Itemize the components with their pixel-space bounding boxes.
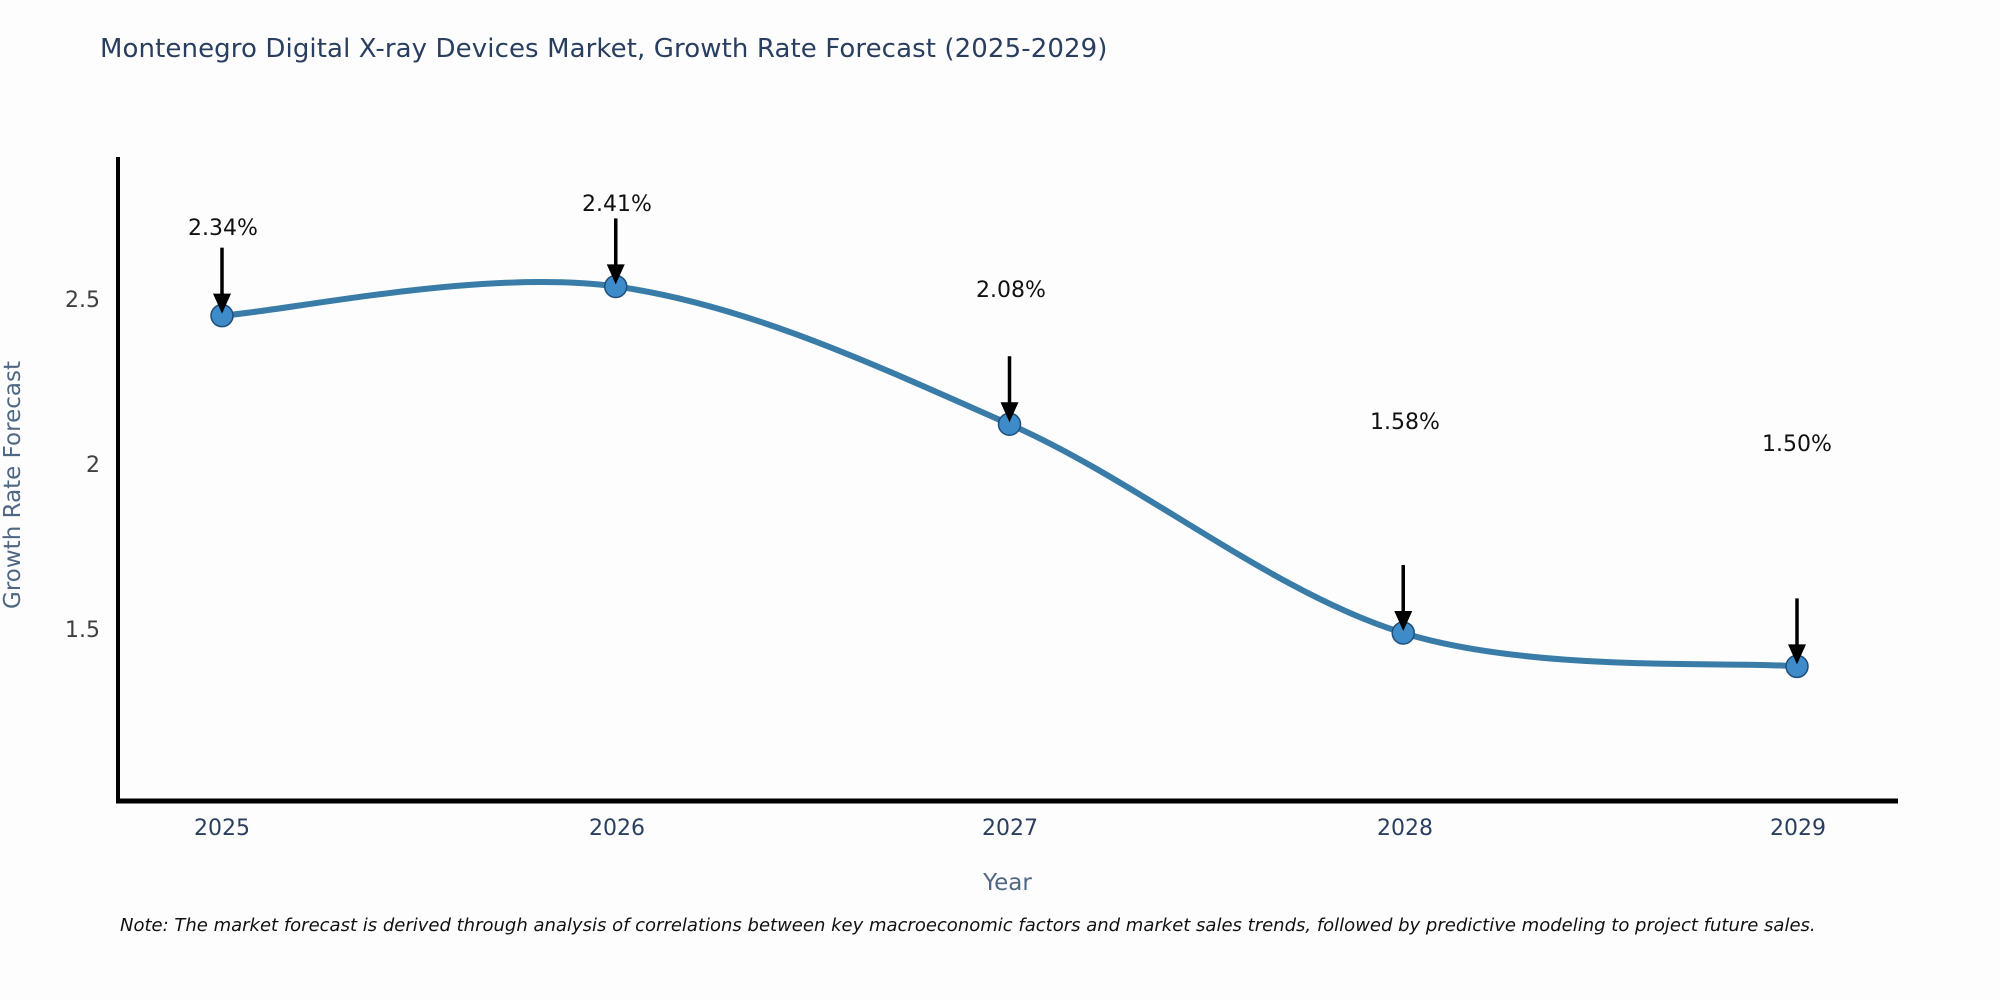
x-axis-title: Year — [983, 870, 1032, 896]
y-tick-label-2: 1.5 — [65, 618, 100, 643]
x-tick-label-2027: 2027 — [982, 816, 1038, 841]
annotation-arrow-head — [213, 293, 231, 314]
data-series-line — [219, 279, 1800, 670]
y-tick-label-0: 2.5 — [65, 288, 100, 313]
chart-title: Montenegro Digital X-ray Devices Market,… — [100, 34, 1108, 64]
chart-footnote: Note: The market forecast is derived thr… — [120, 915, 1816, 936]
annotation-arrow-head — [1788, 644, 1806, 665]
data-markers — [210, 274, 1809, 679]
point-annotation-2: 2.08% — [976, 278, 1046, 303]
annotation-arrow-head — [1000, 402, 1019, 423]
point-annotation-1: 2.41% — [582, 192, 652, 217]
x-tick-label-2029: 2029 — [1770, 816, 1826, 841]
x-tick-label-2028: 2028 — [1377, 816, 1433, 841]
x-tick-label-2025: 2025 — [194, 816, 250, 841]
point-annotation-4: 1.50% — [1762, 432, 1832, 457]
point-annotation-3: 1.58% — [1370, 410, 1440, 435]
annotation-arrows — [213, 218, 1806, 665]
point-annotation-0: 2.34% — [188, 216, 258, 241]
annotation-arrow-head — [1394, 610, 1413, 631]
x-tick-label-2026: 2026 — [589, 816, 645, 841]
y-tick-label-1: 2 — [86, 453, 100, 478]
annotation-arrow-head — [606, 264, 625, 285]
